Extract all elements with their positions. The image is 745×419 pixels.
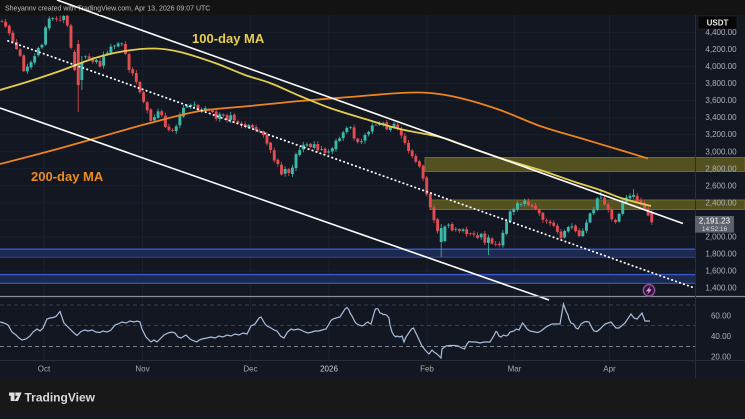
svg-text:Oct: Oct: [38, 365, 51, 374]
svg-text:2,400.00: 2,400.00: [705, 198, 737, 207]
svg-text:2,191.23: 2,191.23: [699, 217, 731, 226]
svg-text:Dec: Dec: [243, 365, 257, 374]
svg-text:3,200.00: 3,200.00: [705, 130, 737, 139]
svg-text:3,600.00: 3,600.00: [705, 96, 737, 105]
svg-text:Mar: Mar: [508, 365, 522, 374]
svg-text:3,800.00: 3,800.00: [705, 79, 737, 88]
svg-text:200-day MA: 200-day MA: [31, 169, 104, 184]
svg-text:3,000.00: 3,000.00: [705, 147, 737, 156]
svg-text:2026: 2026: [320, 365, 338, 374]
svg-text:Feb: Feb: [420, 365, 434, 374]
svg-text:100-day MA: 100-day MA: [192, 31, 265, 46]
svg-text:Apr: Apr: [603, 365, 616, 374]
svg-text:4,200.00: 4,200.00: [705, 45, 737, 54]
svg-text:20.00: 20.00: [711, 352, 732, 361]
svg-text:40.00: 40.00: [711, 332, 732, 341]
svg-text:1,600.00: 1,600.00: [705, 267, 737, 276]
svg-text:TradingView: TradingView: [25, 390, 96, 404]
svg-text:Sheyannv created with TradingV: Sheyannv created with TradingView.com, A…: [5, 6, 210, 13]
svg-text:4,000.00: 4,000.00: [705, 62, 737, 71]
svg-text:60.00: 60.00: [711, 311, 732, 320]
svg-text:2,800.00: 2,800.00: [705, 164, 737, 173]
svg-text:Nov: Nov: [135, 365, 149, 374]
svg-text:USDT: USDT: [707, 19, 729, 28]
svg-text:14:52:16: 14:52:16: [702, 226, 728, 233]
svg-text:2,600.00: 2,600.00: [705, 181, 737, 190]
svg-text:1,400.00: 1,400.00: [705, 284, 737, 293]
svg-text:3,400.00: 3,400.00: [705, 113, 737, 122]
svg-text:2,000.00: 2,000.00: [705, 233, 737, 242]
svg-text:1,800.00: 1,800.00: [705, 250, 737, 259]
svg-text:4,400.00: 4,400.00: [705, 28, 737, 37]
